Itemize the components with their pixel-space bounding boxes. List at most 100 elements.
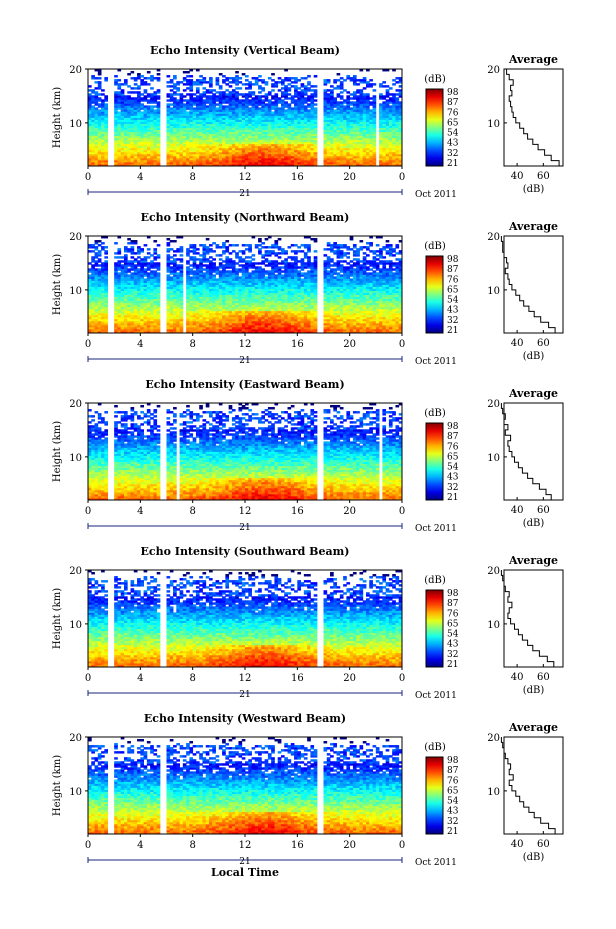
- heatmap-cells: [88, 236, 403, 334]
- y-tick-label: 20: [69, 399, 82, 410]
- average-x-label: (dB): [523, 685, 545, 696]
- average-x-label: (dB): [523, 351, 545, 362]
- day-label: 21: [239, 523, 250, 533]
- average-y-tick: 20: [487, 399, 500, 410]
- colorbar-tick: 21: [447, 493, 458, 503]
- colorbar-label: (dB): [424, 241, 446, 252]
- x-tick-label: 8: [189, 339, 195, 350]
- colorbar-tick: 21: [447, 326, 458, 336]
- colorbar-tick: 87: [447, 432, 459, 442]
- x-tick-label: 20: [343, 172, 356, 183]
- colorbar-tick: 65: [447, 786, 459, 796]
- colorbar-tick: 65: [447, 285, 459, 295]
- average-y-tick: 20: [487, 733, 500, 744]
- colorbar-tick: 98: [447, 756, 459, 766]
- heatmap-cells: [88, 403, 403, 501]
- y-axis-label: Height (km): [52, 755, 63, 816]
- colorbar-tick: 65: [447, 619, 459, 629]
- colorbar-tick: 54: [447, 630, 459, 640]
- colorbar-label: (dB): [424, 575, 446, 586]
- colorbar-tick: 32: [447, 316, 458, 326]
- x-tick-label: 0: [399, 506, 405, 517]
- x-tick-label: 12: [239, 673, 252, 684]
- average-x-tick: 60: [537, 505, 550, 516]
- average-x-tick: 60: [537, 672, 550, 683]
- average-y-tick: 10: [487, 787, 500, 798]
- average-y-tick: 10: [487, 119, 500, 130]
- average-y-tick: 20: [487, 65, 500, 76]
- y-axis-label: Height (km): [52, 588, 63, 649]
- colorbar-tick: 43: [447, 139, 459, 149]
- panel-title: Echo Intensity (Eastward Beam): [145, 378, 344, 391]
- panel-3: Echo Intensity (Southward Beam) 20 10 Heigh…: [52, 545, 564, 701]
- x-tick-label: 0: [399, 339, 405, 350]
- x-tick-label: 12: [239, 172, 252, 183]
- average-x-label: (dB): [523, 852, 545, 863]
- colorbar-tick: 32: [447, 149, 458, 159]
- colorbar-tick: 54: [447, 797, 459, 807]
- colorbar: [425, 589, 444, 668]
- average-y-tick: 10: [487, 453, 500, 464]
- average-title: Average: [508, 721, 558, 734]
- colorbar: [425, 422, 444, 501]
- colorbar-tick: 76: [447, 442, 459, 452]
- average-x-tick: 40: [511, 171, 524, 182]
- colorbar-tick: 76: [447, 609, 459, 619]
- x-tick-label: 12: [239, 840, 252, 851]
- panel-title: Echo Intensity (Southward Beam): [141, 545, 350, 558]
- colorbar-tick: 43: [447, 807, 459, 817]
- average-frame: [503, 402, 564, 501]
- average-title: Average: [508, 220, 558, 233]
- colorbar-tick: 54: [447, 463, 459, 473]
- x-tick-label: 0: [399, 673, 405, 684]
- x-tick-label: 16: [291, 840, 304, 851]
- x-tick-label: 12: [239, 506, 252, 517]
- average-x-tick: 40: [511, 338, 524, 349]
- average-profile-line: [500, 403, 557, 501]
- x-tick-label: 0: [85, 673, 91, 684]
- colorbar-tick: 87: [447, 599, 459, 609]
- colorbar-label: (dB): [424, 74, 446, 85]
- x-tick-label: 8: [189, 673, 195, 684]
- colorbar: [425, 88, 444, 167]
- y-tick-label: 10: [69, 286, 82, 297]
- colorbar-tick: 98: [447, 255, 459, 265]
- colorbar-tick: 87: [447, 98, 459, 108]
- panel-0: Echo Intensity (Vertical Beam) 20 10 Height…: [52, 44, 564, 200]
- average-frame: [503, 569, 564, 668]
- y-tick-label: 20: [69, 733, 82, 744]
- colorbar: [425, 756, 444, 835]
- day-label: 21: [239, 189, 250, 199]
- x-axis-label: Local Time: [211, 866, 279, 879]
- x-tick-label: 0: [399, 172, 405, 183]
- x-tick-label: 4: [137, 840, 143, 851]
- average-x-tick: 60: [537, 338, 550, 349]
- y-tick-label: 10: [69, 453, 82, 464]
- x-tick-label: 8: [189, 840, 195, 851]
- average-x-tick: 40: [511, 505, 524, 516]
- x-tick-label: 0: [85, 172, 91, 183]
- colorbar-tick: 21: [447, 827, 458, 837]
- average-profile-line: [500, 737, 560, 835]
- x-tick-label: 16: [291, 339, 304, 350]
- date-label: Oct 2011: [415, 691, 457, 701]
- x-tick-label: 4: [137, 172, 143, 183]
- colorbar-tick: 43: [447, 306, 459, 316]
- colorbar-tick: 76: [447, 776, 459, 786]
- average-title: Average: [508, 554, 558, 567]
- colorbar-tick: 43: [447, 473, 459, 483]
- colorbar-tick: 32: [447, 483, 458, 493]
- x-tick-label: 0: [85, 506, 91, 517]
- panel-1: Echo Intensity (Northward Beam) 20 10 Heigh…: [52, 211, 564, 367]
- average-title: Average: [508, 53, 558, 66]
- average-y-tick: 20: [487, 566, 500, 577]
- x-tick-label: 0: [85, 840, 91, 851]
- colorbar: [425, 255, 444, 334]
- average-x-tick: 40: [511, 839, 524, 850]
- colorbar-tick: 76: [447, 275, 459, 285]
- average-y-tick: 20: [487, 232, 500, 243]
- y-axis-label: Height (km): [52, 421, 63, 482]
- average-x-tick: 60: [537, 171, 550, 182]
- colorbar-tick: 98: [447, 88, 459, 98]
